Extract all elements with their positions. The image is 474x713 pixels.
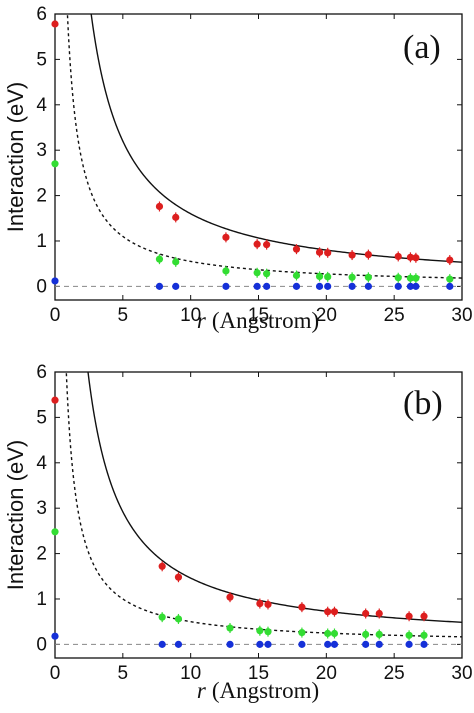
y-tick-label-a: 5 [36, 49, 47, 70]
x-tick-label-a: 30 [451, 305, 472, 326]
blue-data-point-b [256, 640, 264, 648]
plot-area-a: 0 5 10 15 20 25 30 0 1 2 3 4 5 6 [36, 4, 472, 326]
blue-data-point-a [172, 282, 180, 290]
x-axis-var-b: r [197, 678, 207, 703]
dashed-fit-curve-a [66, 14, 462, 279]
blue-data-point-a [253, 282, 261, 290]
blue-data-point-a [222, 282, 230, 290]
panel-b: (b) Interaction (eV) r (Angstrom) 0 5 10 15 2… [3, 362, 473, 703]
x-tick-label-a: 25 [384, 305, 405, 326]
red-data-point-a [51, 20, 59, 28]
blue-data-point-b [51, 632, 59, 640]
red-data-point-b [51, 396, 59, 404]
x-tick-label-a: 0 [50, 305, 61, 326]
x-axis-label-b: r (Angstrom) [197, 678, 319, 703]
panel-label-a: (a) [403, 29, 441, 66]
y-tick-label-b: 0 [36, 634, 47, 655]
blue-data-point-b [264, 640, 272, 648]
panel-label-b: (b) [403, 385, 443, 422]
blue-data-point-b [324, 640, 332, 648]
blue-data-point-b [375, 640, 383, 648]
y-tick-label-b: 4 [36, 453, 47, 474]
x-tick-label-a: 20 [316, 305, 337, 326]
x-axis-label-a: r (Angstrom) [197, 308, 319, 333]
blue-data-point-a [263, 282, 271, 290]
x-axis-unit-a: (Angstrom) [212, 308, 319, 333]
plot-frame-b [54, 371, 463, 659]
panel-a: (a) Interaction (eV) r (Angstrom) 0 5 10 15 2… [3, 4, 473, 333]
y-axis-label-b: Interaction (eV) [3, 440, 28, 590]
x-tick-label-a: 15 [248, 305, 269, 326]
y-tick-label-b: 6 [36, 362, 47, 383]
green-data-point-b [51, 528, 59, 536]
blue-data-point-b [158, 640, 166, 648]
blue-data-point-b [298, 640, 306, 648]
blue-data-point-b [362, 640, 370, 648]
blue-data-point-a [292, 282, 301, 290]
blue-data-point-a [51, 277, 59, 285]
x-tick-label-b: 10 [180, 663, 201, 684]
y-tick-label-a: 0 [36, 276, 47, 297]
plot-area-b: 0 5 10 15 20 25 30 0 1 2 3 4 5 6 [36, 362, 472, 684]
x-tick-label-a: 5 [118, 305, 129, 326]
y-axis-label-a: Interaction (eV) [3, 82, 28, 232]
x-tick-label-b: 5 [118, 663, 129, 684]
green-data-point-a [51, 160, 59, 168]
x-tick-label-b: 25 [384, 663, 405, 684]
y-tick-label-a: 4 [36, 95, 47, 116]
blue-data-point-a [412, 282, 420, 290]
blue-data-point-b [174, 640, 183, 648]
blue-data-point-a [446, 282, 454, 290]
blue-data-point-b [330, 640, 339, 648]
y-tick-label-b: 5 [36, 407, 47, 428]
blue-data-point-a [348, 282, 356, 290]
x-tick-label-b: 20 [316, 663, 337, 684]
x-tick-label-b: 0 [50, 663, 61, 684]
x-tick-label-b: 30 [451, 663, 472, 684]
x-tick-label-a: 10 [180, 305, 201, 326]
blue-data-point-a [324, 282, 332, 290]
blue-data-point-a [394, 282, 402, 290]
blue-data-point-a [155, 282, 164, 290]
y-tick-label-a: 3 [36, 140, 47, 161]
blue-data-point-b [226, 640, 234, 648]
blue-data-point-a [364, 282, 372, 290]
y-tick-label-a: 1 [36, 231, 47, 252]
x-axis-var-a: r [197, 308, 207, 333]
x-tick-label-b: 15 [248, 663, 269, 684]
y-tick-label-b: 3 [36, 498, 47, 519]
y-tick-label-a: 6 [36, 4, 47, 25]
y-tick-label-b: 1 [36, 589, 47, 610]
blue-data-point-a [315, 282, 324, 290]
y-tick-label-b: 2 [36, 544, 47, 565]
y-tick-label-a: 2 [36, 186, 47, 207]
blue-data-point-a [406, 282, 415, 290]
x-axis-unit-b: (Angstrom) [212, 678, 319, 703]
blue-data-point-b [405, 640, 413, 648]
blue-data-point-b [420, 640, 428, 648]
